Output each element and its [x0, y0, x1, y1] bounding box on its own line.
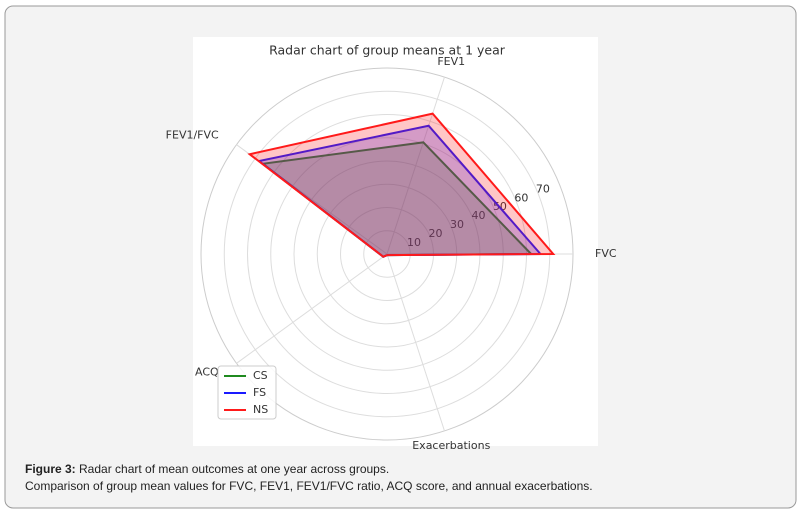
legend-label: FS [253, 386, 266, 399]
radial-tick-label: 60 [514, 191, 528, 204]
caption-text: Radar chart of mean outcomes at one year… [79, 462, 389, 476]
axis-label: Exacerbations [412, 439, 490, 452]
series-area [247, 112, 556, 258]
radial-tick-label: 30 [450, 218, 464, 231]
spoke [386, 253, 445, 432]
chart-title: Radar chart of group means at 1 year [269, 43, 506, 58]
axis-label: FEV1/FVC [166, 128, 219, 141]
legend: CS FS NS [217, 365, 277, 420]
legend-box [217, 365, 277, 420]
axis-label: FEV1 [437, 55, 465, 68]
legend-label: NS [253, 403, 268, 416]
caption-label: Figure 3: [25, 462, 76, 476]
axis-label: FVC [595, 247, 617, 260]
radial-tick-label: 70 [536, 182, 550, 195]
radial-tick-label: 40 [471, 209, 485, 222]
radial-tick-label: 20 [429, 227, 443, 240]
caption-detail: Comparison of group mean values for FVC,… [25, 479, 593, 493]
axis-label: ACQ [195, 366, 219, 379]
caption-line: Figure 3: Radar chart of mean outcomes a… [25, 462, 389, 476]
radial-tick-label: 10 [407, 236, 421, 249]
legend-label: CS [253, 369, 268, 382]
spoke [386, 76, 445, 255]
spoke [236, 253, 388, 364]
